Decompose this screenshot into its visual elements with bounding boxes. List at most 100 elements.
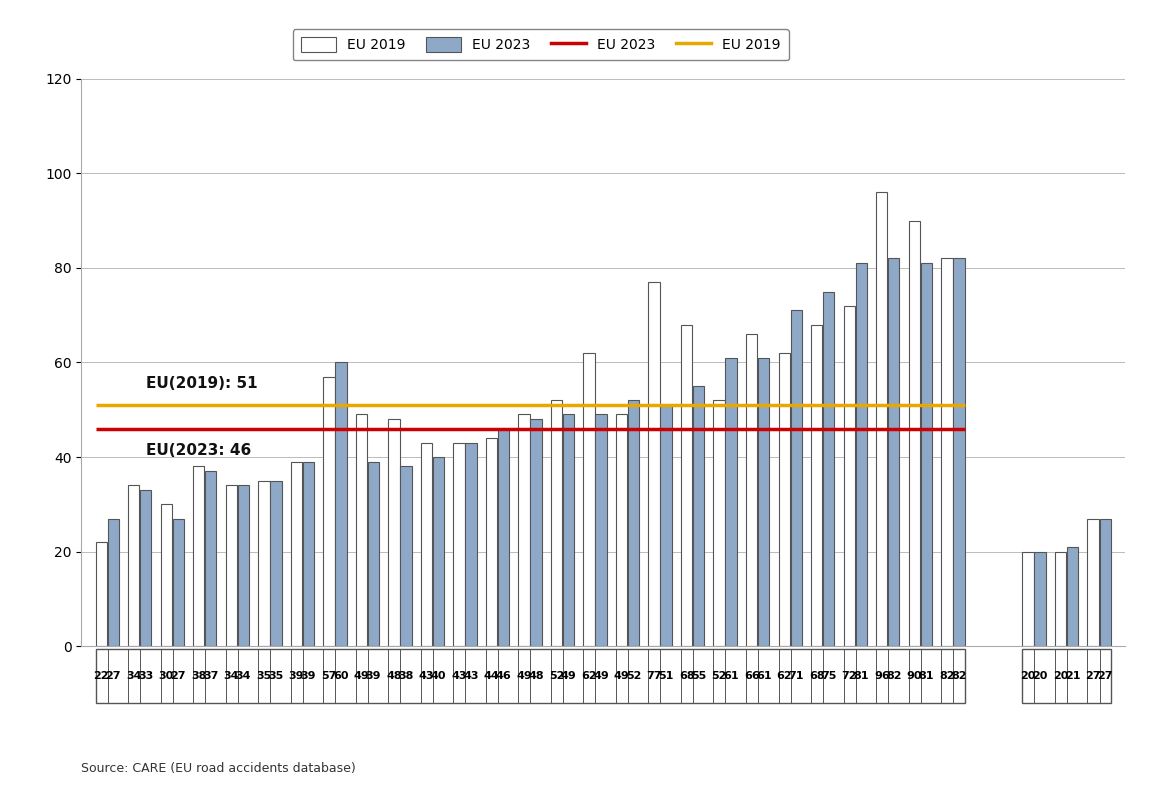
Text: 61: 61 [756, 671, 771, 681]
Bar [824, 292, 834, 646]
Text: 77: 77 [646, 671, 662, 681]
Text: 52: 52 [626, 671, 641, 681]
Bar [790, 310, 802, 646]
Text: EU(2023: 46: EU(2023: 46 [146, 443, 252, 458]
Text: 39: 39 [300, 671, 317, 681]
Bar [193, 466, 204, 646]
Bar [238, 485, 249, 646]
Text: 39: 39 [289, 671, 304, 681]
Text: 60: 60 [333, 671, 349, 681]
Bar [173, 519, 184, 646]
Bar [595, 414, 607, 646]
Text: 71: 71 [789, 671, 804, 681]
Bar [778, 353, 790, 646]
Text: 62: 62 [776, 671, 792, 681]
Text: 20: 20 [1053, 671, 1068, 681]
Bar [908, 221, 920, 646]
Text: 38: 38 [191, 671, 206, 681]
Text: 43: 43 [419, 671, 434, 681]
Text: 61: 61 [724, 671, 739, 681]
Bar [335, 362, 347, 646]
Bar [356, 414, 367, 646]
Bar [205, 471, 217, 646]
Text: 20: 20 [1021, 671, 1036, 681]
Text: 44: 44 [484, 671, 499, 681]
Text: 27: 27 [106, 671, 121, 681]
Bar [433, 457, 444, 646]
Text: 68: 68 [809, 671, 825, 681]
Bar [1022, 552, 1034, 646]
Text: Source: CARE (EU road accidents database): Source: CARE (EU road accidents database… [81, 762, 356, 775]
Bar [389, 419, 399, 646]
Text: 48: 48 [528, 671, 544, 681]
Text: 20: 20 [1032, 671, 1047, 681]
Bar [811, 325, 822, 646]
Text: EU(2019): 51: EU(2019): 51 [146, 376, 258, 391]
Bar [465, 443, 477, 646]
Text: 34: 34 [224, 671, 239, 681]
Text: 52: 52 [549, 671, 564, 681]
Bar [713, 400, 725, 646]
Bar [693, 386, 704, 646]
Bar [498, 429, 509, 646]
Text: 35: 35 [256, 671, 271, 681]
Bar [140, 490, 152, 646]
Bar [160, 504, 172, 646]
Text: 81: 81 [919, 671, 934, 681]
Bar [551, 400, 563, 646]
Bar [954, 258, 964, 646]
Text: 46: 46 [495, 671, 512, 681]
Bar [616, 414, 628, 646]
FancyBboxPatch shape [95, 649, 964, 703]
Text: 55: 55 [691, 671, 706, 681]
Text: 57: 57 [321, 671, 336, 681]
Bar [1100, 519, 1111, 646]
Text: 21: 21 [1065, 671, 1080, 681]
Bar [128, 485, 139, 646]
Bar [757, 358, 769, 646]
Text: 49: 49 [516, 671, 532, 681]
Bar [843, 306, 855, 646]
Bar [108, 519, 119, 646]
Bar [648, 282, 660, 646]
Bar [889, 258, 899, 646]
Bar [583, 353, 595, 646]
Text: 49: 49 [614, 671, 630, 681]
Bar [291, 462, 302, 646]
Bar [400, 466, 412, 646]
Text: 72: 72 [841, 671, 857, 681]
Text: 49: 49 [560, 671, 577, 681]
Text: 43: 43 [451, 671, 466, 681]
Text: 43: 43 [463, 671, 479, 681]
Bar [921, 263, 931, 646]
Text: 35: 35 [268, 671, 283, 681]
Bar [324, 377, 334, 646]
Text: 27: 27 [1086, 671, 1101, 681]
Bar [303, 462, 314, 646]
Bar [856, 263, 867, 646]
Bar [660, 405, 672, 646]
Text: 48: 48 [386, 671, 401, 681]
Text: 38: 38 [398, 671, 414, 681]
Bar [681, 325, 693, 646]
Text: 27: 27 [1097, 671, 1112, 681]
Bar [628, 400, 639, 646]
Text: 81: 81 [854, 671, 869, 681]
Text: 62: 62 [581, 671, 597, 681]
Text: 37: 37 [203, 671, 218, 681]
Text: 75: 75 [821, 671, 836, 681]
Text: 34: 34 [126, 671, 142, 681]
Bar [1054, 552, 1066, 646]
Bar [225, 485, 237, 646]
Text: 30: 30 [159, 671, 174, 681]
Bar [876, 192, 887, 646]
Text: 66: 66 [744, 671, 760, 681]
Bar [95, 542, 107, 646]
Text: 68: 68 [679, 671, 695, 681]
Text: 22: 22 [94, 671, 109, 681]
Bar [486, 438, 498, 646]
Legend: EU 2019, EU 2023, EU 2023, EU 2019: EU 2019, EU 2023, EU 2023, EU 2019 [292, 29, 789, 61]
Bar [725, 358, 737, 646]
Bar [941, 258, 952, 646]
Bar [259, 481, 269, 646]
